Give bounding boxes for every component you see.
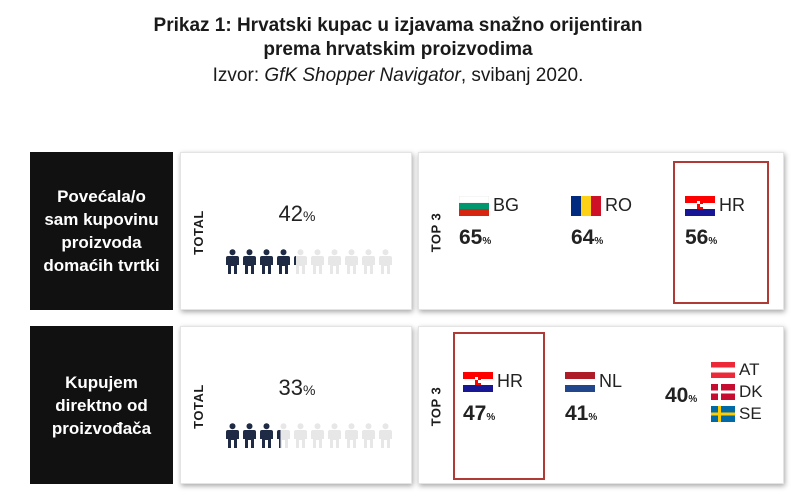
statement-label-2: Kupujem direktno od proizvođača xyxy=(30,326,173,484)
person-icon xyxy=(243,249,256,274)
person-icon xyxy=(345,423,358,448)
title-line-2: prema hrvatskim proizvodima xyxy=(263,39,533,60)
country-code-bg: BG xyxy=(493,195,520,215)
denmark-flag-icon xyxy=(711,384,735,400)
country-code-dk: DK xyxy=(739,382,763,401)
chart-title: Prikaz 1: Hrvatski kupac u izjavama snaž… xyxy=(0,14,796,62)
total-value-1: 42 xyxy=(278,201,304,226)
country-value-bg: 65% xyxy=(459,226,492,249)
country-code-hr-1: HR xyxy=(719,195,745,215)
country-item-hr-1: HR 56% xyxy=(685,195,745,250)
total-percentage-1: 42% xyxy=(181,201,413,227)
statement-label-1: Povećala/o sam kupovinu proizvoda domaći… xyxy=(30,152,173,310)
sweden-flag-icon xyxy=(711,406,735,422)
total-panel-2: TOTAL 33% xyxy=(180,326,412,484)
person-icon xyxy=(379,249,392,274)
country-item-se: SE xyxy=(711,404,762,424)
country-item-at: AT xyxy=(711,360,759,380)
country-value-ro: 64% xyxy=(571,226,604,249)
people-pictogram-2 xyxy=(225,423,395,449)
austria-flag-icon xyxy=(711,362,735,378)
chart-header: Prikaz 1: Hrvatski kupac u izjavama snaž… xyxy=(0,14,796,88)
country-item-ro: RO 64% xyxy=(571,195,632,250)
country-code-ro: RO xyxy=(605,195,632,215)
person-icon xyxy=(345,249,358,274)
country-item-dk: DK xyxy=(711,382,763,402)
country-group-value: 40% xyxy=(665,384,698,407)
person-icon xyxy=(328,249,341,274)
total-value-2: 33 xyxy=(278,375,304,400)
person-icon xyxy=(226,423,239,448)
person-icon xyxy=(226,249,239,274)
person-icon xyxy=(260,423,273,448)
top3-panel-1: TOP 3 BG 65% RO 64% xyxy=(418,152,784,310)
highlight-box-hr-1 xyxy=(673,161,769,304)
person-icon xyxy=(294,423,307,448)
top3-panel-2: TOP 3 HR 47% NL xyxy=(418,326,784,484)
country-group-at-dk-se: 40% AT DK SE xyxy=(665,360,775,440)
chart-source: Izvor: GfK Shopper Navigator, svibanj 20… xyxy=(0,63,796,88)
person-icon xyxy=(243,423,256,448)
title-line-1: Prikaz 1: Hrvatski kupac u izjavama snaž… xyxy=(153,15,643,36)
croatia-flag-icon xyxy=(685,195,715,216)
person-icon xyxy=(277,249,290,274)
people-pictogram-1 xyxy=(225,249,395,275)
netherlands-flag-icon xyxy=(565,371,595,392)
country-code-nl: NL xyxy=(599,371,623,391)
country-value-nl: 41% xyxy=(565,402,598,425)
country-item-bg: BG 65% xyxy=(459,195,519,250)
person-icon xyxy=(328,423,341,448)
person-icon xyxy=(311,423,324,448)
source-prefix: Izvor: xyxy=(212,65,265,86)
country-code-hr-2: HR xyxy=(497,371,523,391)
statement-row-2: Kupujem direktno od proizvođača TOTAL 33… xyxy=(30,326,788,484)
highlight-box-hr-2 xyxy=(453,332,545,480)
country-code-se: SE xyxy=(739,404,762,423)
person-icon xyxy=(379,423,392,448)
total-panel-1: TOTAL 42% xyxy=(180,152,412,310)
country-item-hr-2: HR 47% xyxy=(463,371,523,426)
statement-row-1: Povećala/o sam kupovinu proizvoda domaći… xyxy=(30,152,788,310)
country-value-hr-2: 47% xyxy=(463,402,496,425)
person-icon xyxy=(294,249,307,274)
country-value-hr-1: 56% xyxy=(685,226,718,249)
person-icon xyxy=(362,423,375,448)
person-icon xyxy=(260,249,273,274)
percent-sign: % xyxy=(303,208,316,224)
person-icon xyxy=(311,249,324,274)
source-suffix: , svibanj 2020. xyxy=(460,65,584,86)
bulgaria-flag-icon xyxy=(459,195,489,216)
person-icon xyxy=(362,249,375,274)
country-item-nl: NL 41% xyxy=(565,371,622,426)
romania-flag-icon xyxy=(571,195,601,216)
country-code-at: AT xyxy=(739,360,760,379)
total-percentage-2: 33% xyxy=(181,375,413,401)
top3-label-1: TOP 3 xyxy=(428,212,444,252)
top3-label-2: TOP 3 xyxy=(428,386,444,426)
person-icon xyxy=(277,423,290,448)
source-name: GfK Shopper Navigator xyxy=(264,65,461,86)
croatia-flag-icon xyxy=(463,371,493,392)
percent-sign: % xyxy=(303,382,316,398)
